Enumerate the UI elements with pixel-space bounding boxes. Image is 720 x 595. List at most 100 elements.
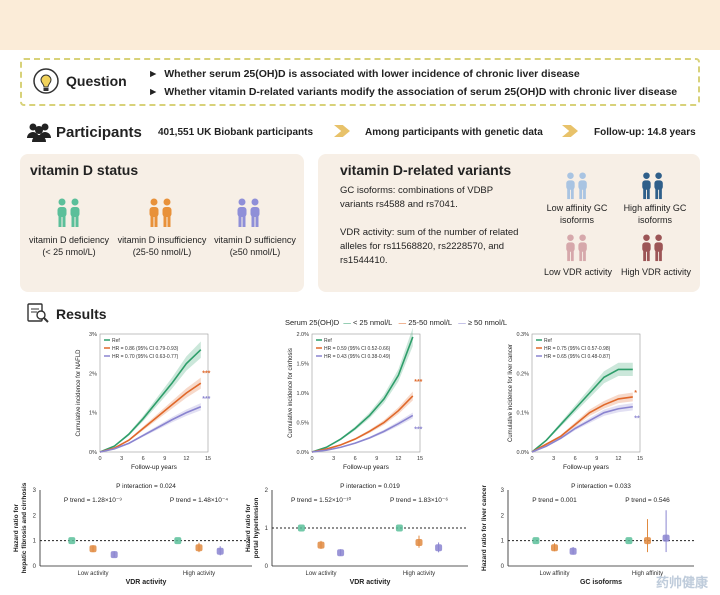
- people-icon: [642, 172, 663, 200]
- y-axis-label: Hazard ratio for: [13, 504, 20, 553]
- group-label: Low affinity: [540, 571, 570, 577]
- series-band: [532, 392, 633, 452]
- x-axis-label: Follow-up years: [131, 464, 178, 471]
- group-label: Low activity: [305, 571, 336, 577]
- y-tick-label: 1: [33, 539, 37, 545]
- series-line: [99, 406, 202, 453]
- hr-point: [532, 537, 540, 545]
- question-item-1: ► Whether serum 25(OH)D is associated wi…: [148, 68, 580, 80]
- y-axis-label: Cumulative incidence for NAFLD: [76, 349, 82, 437]
- y-tick-label: 3%: [89, 332, 97, 338]
- people-icon: [566, 172, 587, 200]
- magnifier-document-icon: [27, 303, 49, 323]
- y-axis-label: Hazard ratio for: [245, 504, 252, 553]
- hr-point: [89, 545, 97, 553]
- low-affinity-label: Low affinity GC isoforms: [546, 203, 608, 225]
- participants-count: 401,551 UK Biobank participants: [158, 127, 314, 138]
- high-vdr-label: High VDR activity: [620, 267, 692, 277]
- hr-point: [337, 549, 345, 557]
- p-trend: P trend = 1.48×10⁻⁴: [170, 497, 228, 504]
- series-band: [100, 403, 201, 452]
- x-axis-label: Follow-up years: [563, 464, 610, 471]
- x-tick-label: 3: [332, 456, 335, 462]
- y-tick-label: 0.0%: [516, 450, 529, 456]
- plot-area: [99, 333, 209, 453]
- significance-mark: ***: [414, 426, 422, 433]
- hr-point: [435, 544, 443, 552]
- x-tick-label: 0: [98, 456, 101, 462]
- y-tick-label: 0.1%: [516, 411, 529, 417]
- y-tick-label: 2: [501, 513, 505, 519]
- x-tick-label: 0: [310, 456, 313, 462]
- x-axis-label: VDR activity: [126, 579, 167, 586]
- legend-entry: HR = 0.75 (95% CI 0.57-0.98): [544, 346, 611, 352]
- top-banner: [0, 0, 720, 50]
- legend-entry: HR = 0.59 (95% CI 0.52-0.66): [324, 346, 391, 352]
- x-tick-label: 15: [637, 456, 643, 462]
- results-title: Results: [56, 306, 107, 322]
- vitamin-d-status-title: vitamin D status: [30, 162, 139, 178]
- x-axis-label: GC isoforms: [580, 579, 622, 586]
- group-label: High affinity: [632, 571, 663, 577]
- hr-point: [662, 534, 670, 542]
- hr-point: [110, 551, 118, 559]
- series-line: [531, 396, 633, 453]
- legend-entry: Ref: [544, 338, 552, 344]
- y-tick-label: 0.5%: [296, 421, 309, 427]
- question-item-2: ► Whether vitamin D-related variants mod…: [148, 86, 678, 98]
- x-tick-label: 3: [552, 456, 555, 462]
- people-group-icon: [27, 123, 51, 142]
- people-icon: [237, 198, 260, 227]
- low-vdr-label: Low VDR activity: [543, 267, 613, 277]
- x-tick-label: 0: [530, 456, 533, 462]
- x-axis-label: VDR activity: [350, 579, 391, 586]
- group-label: High activity: [183, 571, 215, 577]
- participants-followup: Follow-up: 14.8 years: [594, 127, 696, 138]
- significance-mark: ***: [414, 379, 422, 386]
- x-tick-label: 9: [375, 456, 378, 462]
- y-tick-label: 3: [501, 488, 505, 494]
- y-axis-label: Hazard ratio for liver cancer: [481, 485, 488, 571]
- vitamin-d-status-panel: vitamin D status vitamin D deficiency (< …: [20, 154, 304, 292]
- high-affinity-label: High affinity GC isoforms: [623, 203, 687, 225]
- lightbulb-icon: [33, 68, 59, 94]
- series-line: [311, 395, 414, 453]
- y-axis-label: Cumulative incidence for cirrhosis: [288, 348, 294, 438]
- y-tick-label: 0%: [89, 450, 97, 456]
- watermark: 药帅健康: [655, 575, 708, 590]
- significance-mark: **: [634, 416, 640, 423]
- significance-mark: *: [634, 390, 637, 397]
- hr-point: [174, 537, 182, 545]
- x-tick-label: 12: [183, 456, 189, 462]
- legend-entry: HR = 0.86 (95% CI 0.79-0.93): [112, 346, 179, 352]
- variants-title: vitamin D-related variants: [340, 162, 512, 178]
- hr-point: [216, 547, 224, 555]
- question-title: Question: [66, 73, 127, 89]
- x-tick-label: 6: [142, 456, 145, 462]
- people-icon: [149, 198, 172, 227]
- y-tick-label: 1: [265, 526, 269, 532]
- y-axis-label: portal hypertension: [253, 498, 260, 559]
- significance-mark: ***: [202, 370, 210, 377]
- x-tick-label: 9: [163, 456, 166, 462]
- hr-point: [569, 547, 577, 555]
- y-tick-label: 2.0%: [296, 332, 309, 338]
- y-axis-label: Cumulative incidence for liver cancer: [508, 344, 514, 442]
- y-tick-label: 1.0%: [296, 391, 309, 397]
- y-tick-label: 2: [33, 513, 37, 519]
- p-interaction: P interaction = 0.019: [340, 483, 400, 490]
- x-tick-label: 12: [395, 456, 401, 462]
- p-trend: P trend = 1.52×10⁻¹⁰: [291, 496, 352, 504]
- x-tick-label: 6: [354, 456, 357, 462]
- series-line: [311, 336, 414, 453]
- legend-entry: HR = 0.43 (95% CI 0.38-0.49): [324, 354, 391, 360]
- hr-point: [297, 524, 305, 532]
- series-line: [311, 414, 414, 453]
- series-line: [531, 368, 633, 453]
- x-tick-label: 3: [120, 456, 123, 462]
- y-tick-label: 1: [501, 539, 505, 545]
- group-label: High activity: [403, 571, 435, 577]
- plot-area: [311, 333, 421, 453]
- vdr-activity-text: VDR activity: sum of the number of relat…: [340, 227, 519, 266]
- p-interaction: P interaction = 0.033: [571, 483, 631, 490]
